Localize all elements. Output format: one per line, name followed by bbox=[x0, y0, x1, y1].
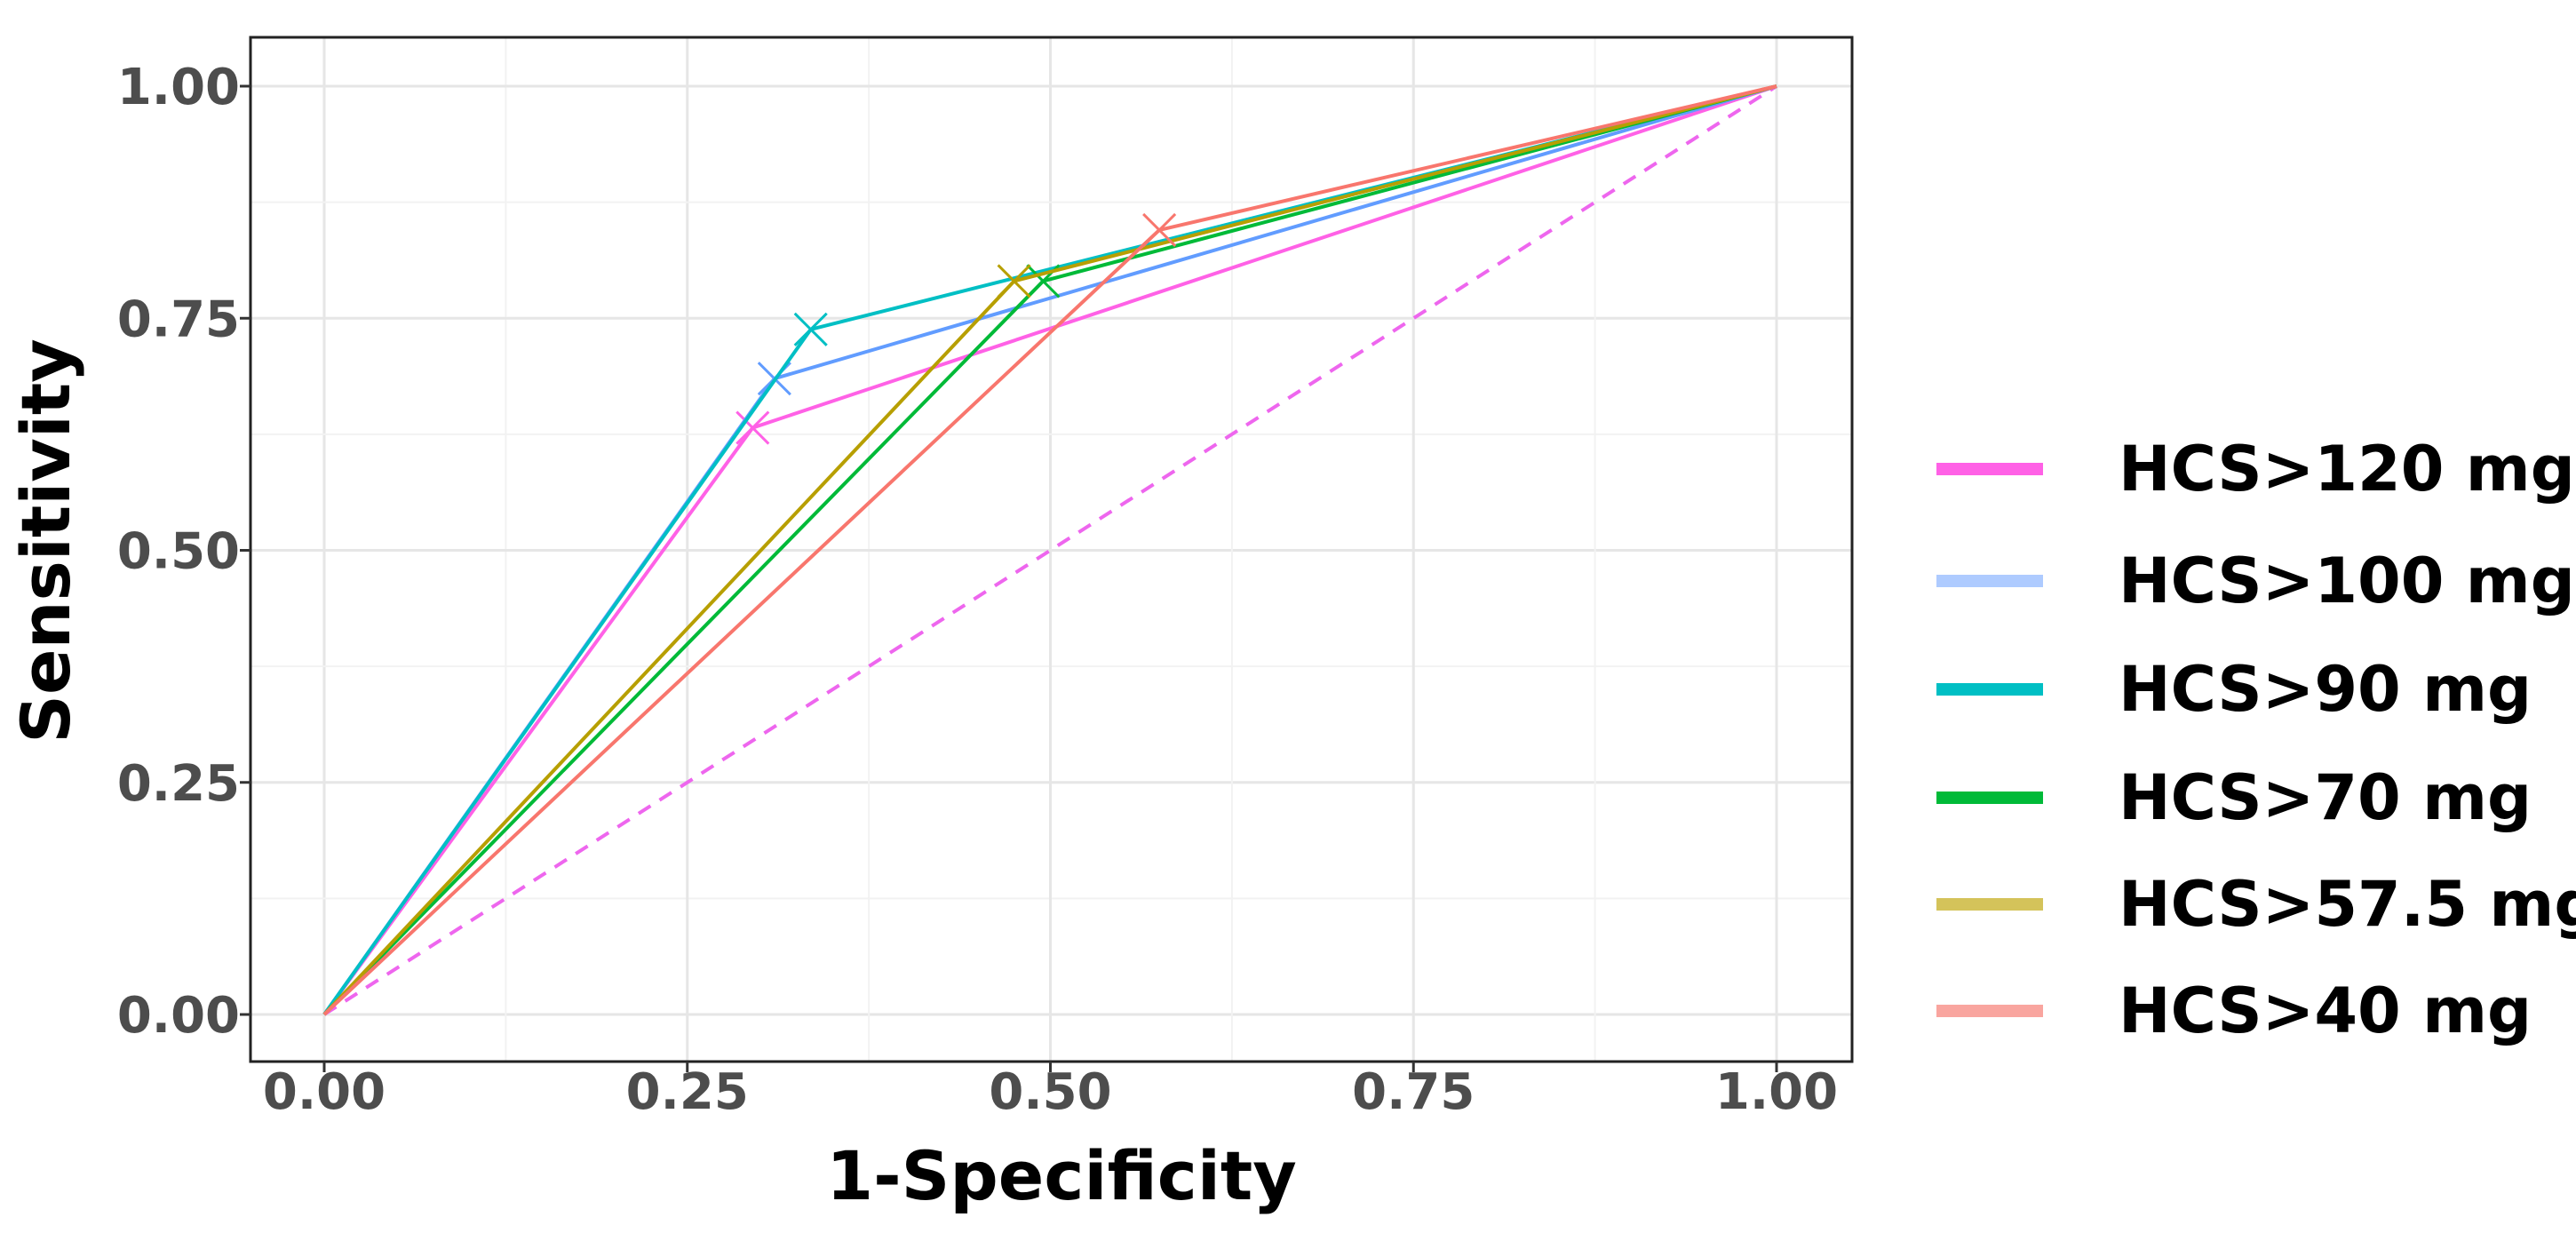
y-tick-label: 0.75 bbox=[117, 290, 240, 348]
y-tick-label: 1.00 bbox=[117, 59, 240, 116]
plot-area bbox=[322, 84, 1778, 1016]
x-tick-label: 0.75 bbox=[1352, 1063, 1475, 1121]
y-tick-label: 0.50 bbox=[117, 523, 240, 581]
x-tick-label: 0.25 bbox=[626, 1063, 749, 1121]
cutoff-marker bbox=[793, 312, 828, 346]
legend-label: HCS>70 mg bbox=[2119, 761, 2532, 834]
cutoff-marker bbox=[997, 264, 1031, 298]
legend-label: HCS>40 mg bbox=[2119, 975, 2532, 1047]
x-axis-ticks: 0.00 0.25 0.50 0.75 1.00 bbox=[263, 1062, 1838, 1121]
legend-label: HCS>57.5 mg bbox=[2119, 868, 2576, 941]
y-tick-label: 0.25 bbox=[117, 755, 240, 813]
x-tick-label: 1.00 bbox=[1715, 1063, 1838, 1121]
legend: HCS>120 mg HCS>100 mg HCS>90 mg HCS>70 mg HC… bbox=[1936, 433, 2576, 1047]
x-tick-label: 0.00 bbox=[263, 1063, 386, 1121]
reference-diagonal-line bbox=[322, 84, 1778, 1016]
grid bbox=[250, 37, 1852, 1062]
y-axis-ticks: 0.00 0.25 0.50 0.75 1.00 bbox=[117, 59, 250, 1045]
legend-label: HCS>100 mg bbox=[2119, 545, 2575, 617]
x-tick-label: 0.50 bbox=[989, 1063, 1111, 1121]
legend-label: HCS>120 mg bbox=[2119, 433, 2575, 505]
y-axis-label: Sensitivity bbox=[6, 338, 85, 744]
x-axis-label: 1-Specificity bbox=[826, 1136, 1297, 1215]
legend-label: HCS>90 mg bbox=[2119, 653, 2532, 726]
cutoff-marker bbox=[735, 410, 770, 445]
cutoff-marker bbox=[1142, 212, 1177, 248]
y-tick-label: 0.00 bbox=[117, 987, 240, 1045]
